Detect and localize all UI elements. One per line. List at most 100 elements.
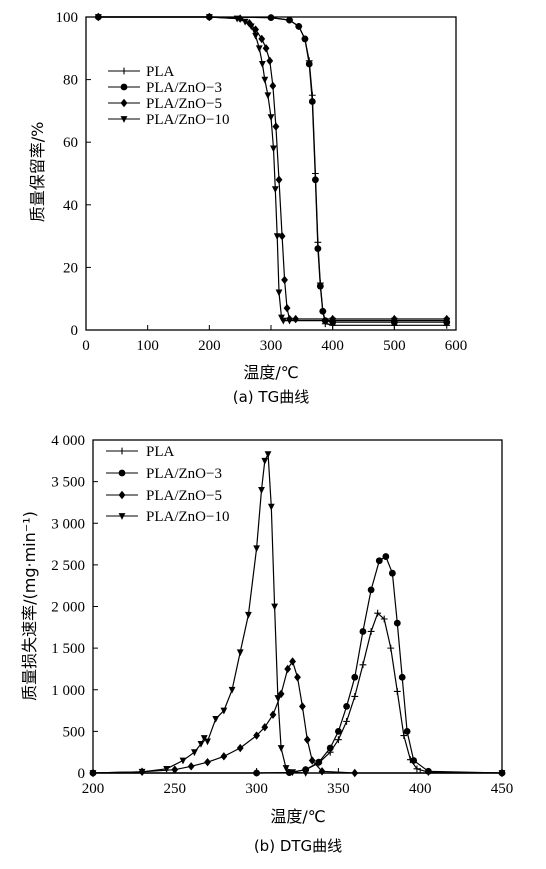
data-point-pla-zno-10 (252, 32, 259, 40)
data-point-pla-zno-3 (301, 35, 309, 43)
data-point-pla-zno-3 (335, 727, 342, 735)
data-point-pla-zno-10 (179, 757, 187, 765)
dtg-legend: PLA PLA/ZnO−3 PLA/ZnO−5 PLA/ZnO−10 (106, 444, 229, 525)
series-pla-zno-10 (89, 451, 506, 777)
data-point-pla-zno-3 (424, 767, 432, 775)
y-tick-label: 500 (63, 724, 86, 740)
data-point-pla-zno-10 (289, 769, 296, 777)
x-tick-label: 0 (82, 338, 90, 354)
data-point-pla-zno-5 (262, 44, 270, 53)
data-point-pla-zno-10 (228, 686, 236, 694)
dtg-caption: (b) DTG曲线 (254, 837, 342, 855)
tg-legend-label-zno10: PLA/ZnO−10 (146, 112, 229, 128)
data-point-pla-zno-10 (273, 233, 281, 240)
legend-marker-pla-zno-10 (118, 513, 126, 520)
data-point-pla-zno-3 (308, 98, 316, 105)
x-tick-label: 200 (82, 781, 105, 797)
data-point-pla-zno-3 (398, 673, 406, 681)
legend-marker-pla-zno-5 (120, 98, 128, 108)
y-tick-label: 20 (63, 260, 78, 276)
data-point-pla (387, 644, 395, 652)
tg-ticks: 0 100 200 300 400 500 600 0 20 40 60 80 100 (56, 10, 468, 354)
tg-caption: (a) TG曲线 (233, 388, 309, 406)
data-point-pla-zno-10 (220, 707, 228, 715)
data-point-pla-zno-3 (314, 245, 322, 253)
data-point-pla-zno-5 (171, 765, 179, 774)
data-point-pla-zno-10 (261, 457, 269, 465)
y-tick-label: 2 500 (51, 558, 85, 574)
data-point-pla-zno-3 (351, 673, 359, 681)
data-point-pla-zno-5 (269, 81, 277, 91)
y-tick-label: 100 (56, 10, 79, 26)
legend-marker-pla-zno-5 (118, 490, 126, 500)
x-tick-label: 350 (327, 781, 350, 797)
data-point-pla-zno-10 (197, 740, 205, 748)
data-point-pla-zno-3 (388, 569, 396, 577)
data-point-pla-zno-3 (343, 703, 350, 710)
data-point-pla-zno-10 (236, 649, 244, 657)
x-tick-label: 300 (260, 338, 283, 354)
data-point-pla-zno-3 (305, 60, 313, 68)
x-tick-label: 250 (164, 781, 187, 797)
x-tick-label: 500 (383, 338, 406, 354)
data-point-pla-zno-3 (312, 176, 319, 184)
dtg-legend-label-zno5: PLA/ZnO−5 (146, 488, 222, 504)
dtg-ticks: 200 250 300 350 400 450 0 500 1 000 1 500 2 000 2 5… (51, 433, 513, 797)
tg-legend-item-zno10: PLA/ZnO−10 (108, 112, 229, 128)
data-point-pla-zno-5 (272, 122, 280, 131)
data-point-pla-zno-10 (275, 289, 283, 297)
data-point-pla-zno-3 (319, 307, 327, 315)
tg-legend-item-pla: PLA (108, 64, 175, 80)
data-point-pla-zno-3 (410, 757, 418, 764)
dtg-series-group (89, 451, 506, 778)
data-point-pla-zno-3 (403, 727, 411, 735)
data-point-pla-zno-10 (258, 61, 266, 68)
x-tick-label: 400 (321, 338, 344, 354)
tg-xlabel: 温度/℃ (243, 363, 298, 382)
data-point-pla-zno-5 (294, 673, 301, 682)
y-tick-label: 60 (63, 135, 78, 151)
y-tick-label: 40 (63, 198, 78, 214)
data-point-pla-zno-5 (266, 56, 274, 66)
data-point-pla-zno-10 (270, 145, 277, 153)
data-point-pla-zno-10 (191, 749, 198, 757)
data-point-pla-zno-10 (163, 765, 171, 773)
data-point-pla (343, 717, 350, 725)
data-point-pla-zno-3 (315, 758, 323, 766)
data-point-pla-zno-10 (247, 23, 255, 31)
data-point-pla-zno-10 (271, 186, 279, 194)
data-point-pla-zno-5 (258, 34, 266, 44)
dtg-xlabel: 温度/℃ (270, 807, 325, 826)
data-point-pla-zno-5 (204, 757, 211, 767)
data-point-pla-zno-5 (284, 664, 292, 674)
series-line-pla-zno-3 (98, 16, 447, 323)
data-point-pla (359, 661, 367, 669)
x-tick-label: 200 (198, 338, 221, 354)
y-tick-label: 80 (63, 73, 78, 89)
tg-ylabel: 质量保留率/% (28, 122, 47, 223)
tg-legend-label-pla: PLA (146, 64, 175, 80)
legend-marker-pla (118, 447, 126, 455)
data-point-pla-zno-10 (258, 487, 265, 494)
data-point-pla (367, 628, 375, 635)
x-tick-label: 600 (445, 338, 468, 354)
data-point-pla-zno-10 (233, 15, 241, 23)
x-tick-label: 450 (491, 781, 514, 797)
data-point-pla-zno-5 (277, 689, 285, 699)
data-point-pla-zno-3 (393, 619, 401, 627)
data-point-pla-zno-10 (245, 611, 252, 619)
data-point-pla-zno-5 (253, 731, 260, 740)
y-tick-label: 1 500 (51, 641, 85, 657)
data-point-pla-zno-10 (267, 503, 275, 511)
legend-marker-pla (120, 67, 128, 75)
data-point-pla-zno-5 (269, 710, 277, 719)
data-point-pla-zno-10 (264, 451, 272, 459)
y-tick-label: 1 000 (51, 683, 85, 699)
data-point-pla-zno-10 (329, 317, 337, 325)
data-point-pla (400, 732, 408, 739)
dtg-legend-item-zno10: PLA/ZnO−10 (106, 509, 229, 525)
data-point-pla-zno-10 (279, 317, 287, 325)
series-pla (89, 609, 506, 777)
data-point-pla-zno-10 (94, 14, 102, 21)
data-point-pla-zno-10 (274, 695, 282, 702)
